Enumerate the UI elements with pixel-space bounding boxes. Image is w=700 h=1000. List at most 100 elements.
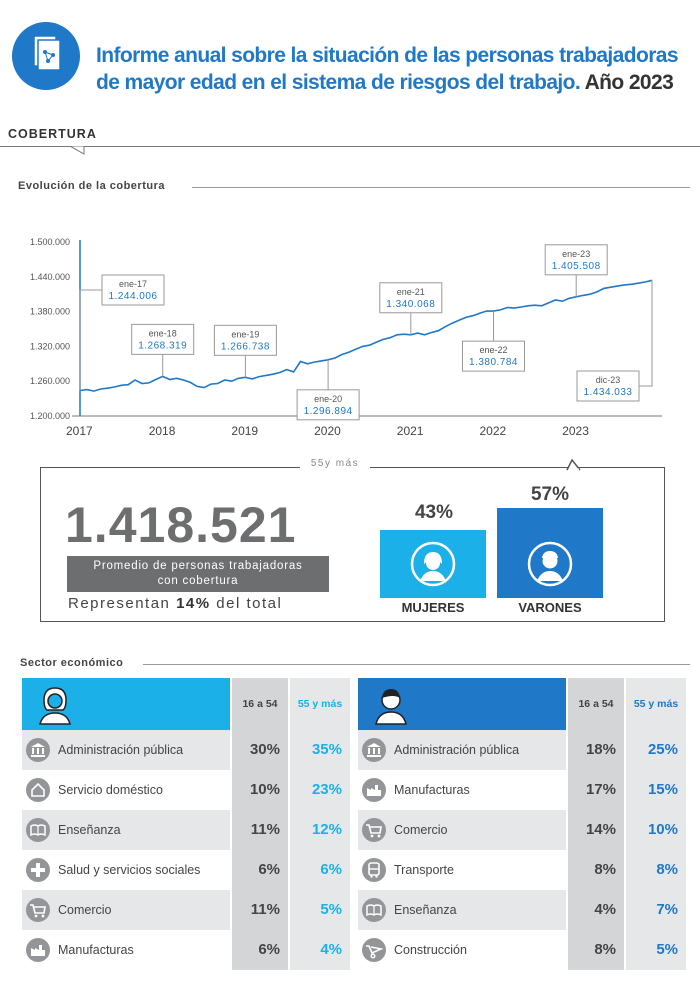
annotation-leader: [639, 280, 653, 387]
annotation-month: dic-23: [596, 375, 621, 385]
women-box: [380, 530, 486, 598]
annotation-month: ene-20: [314, 394, 342, 404]
men-label: VARONES: [518, 600, 582, 615]
annotation-month: ene-22: [479, 345, 507, 355]
annotation-leader: [79, 289, 102, 391]
y-tick-label: 1.260.000: [30, 376, 70, 386]
value-16-54: 8%: [568, 850, 624, 890]
annotation-box: [544, 244, 608, 276]
row-background: [358, 810, 566, 850]
factory-icon: [362, 778, 386, 802]
value-55-plus: 35%: [290, 730, 350, 770]
value-55-plus: 6%: [290, 850, 350, 890]
value-16-54: 18%: [568, 730, 624, 770]
row-background: [22, 850, 230, 890]
x-tick-label: 2019: [231, 424, 258, 438]
age-group-tag: 55y más: [300, 458, 370, 469]
share-of-total-text: Representan 14% del total: [68, 595, 283, 612]
y-tick-label: 1.440.000: [30, 272, 70, 282]
sector-label: Administración pública: [394, 743, 520, 757]
x-tick-label: 2023: [562, 424, 589, 438]
report-document-icon: [12, 22, 80, 90]
value-16-54: 11%: [232, 810, 288, 850]
annotation-value: 1.296.894: [304, 406, 353, 417]
y-tick-label: 1.380.000: [30, 307, 70, 317]
row-background: [22, 930, 230, 970]
sector-label: Administración pública: [58, 743, 184, 757]
annotation-month: ene-17: [119, 279, 147, 289]
health-cross-icon: [26, 858, 50, 882]
table-row: Administración pública 18% 25%: [358, 730, 686, 770]
value-55-plus: 25%: [626, 730, 686, 770]
table-row: Administración pública 30% 35%: [22, 730, 350, 770]
annotation-value: 1.340.068: [386, 299, 435, 310]
government-building-icon: [362, 738, 386, 762]
table-row: Comercio 11% 5%: [22, 890, 350, 930]
sector-label: Manufacturas: [58, 943, 134, 957]
sector-label: Enseñanza: [58, 823, 121, 837]
annotation-month: ene-21: [397, 287, 425, 297]
table-row: Manufacturas 6% 4%: [22, 930, 350, 970]
value-16-54: 4%: [568, 890, 624, 930]
men-percent: 57%: [530, 484, 570, 505]
row-background: [22, 810, 230, 850]
women-label: MUJERES: [401, 600, 465, 615]
value-16-54: 11%: [232, 890, 288, 930]
sector-label: Enseñanza: [394, 903, 457, 917]
section-title-cobertura: COBERTURA: [8, 127, 97, 141]
men-box: [497, 508, 603, 598]
annotation-value: 1.434.033: [584, 387, 633, 398]
value-16-54: 6%: [232, 930, 288, 970]
value-16-54: 8%: [568, 930, 624, 970]
chart-title-rule: [192, 187, 690, 188]
value-16-54: 10%: [232, 770, 288, 810]
value-55-plus: 5%: [290, 890, 350, 930]
x-tick-label: 2017: [66, 424, 93, 438]
table-row: Manufacturas 17% 15%: [358, 770, 686, 810]
y-tick-label: 1.200.000: [30, 411, 70, 421]
page-title: Informe anual sobre la situación de las …: [96, 44, 679, 94]
shopping-cart-icon: [362, 818, 386, 842]
book-icon: [26, 818, 50, 842]
annotation-box: [296, 389, 360, 421]
section-divider: [0, 146, 700, 147]
man-icon: [375, 689, 407, 725]
table-row: Construcción 8% 5%: [358, 930, 686, 970]
annotation-value: 1.380.784: [469, 357, 518, 368]
value-16-54: 30%: [232, 730, 288, 770]
speech-tail-icon: [566, 459, 581, 471]
annotation-box: [461, 340, 525, 372]
men-sector-table: 16 a 54 55 y más Administración pública …: [358, 678, 686, 970]
y-tick-label: 1.320.000: [30, 341, 70, 351]
annotation-box: [576, 370, 640, 402]
sector-label: Manufacturas: [394, 783, 470, 797]
row-background: [358, 930, 566, 970]
table-row: Servicio doméstico 10% 23%: [22, 770, 350, 810]
sector-label: Comercio: [394, 823, 448, 837]
row-background: [22, 770, 230, 810]
women-col-55-plus: 55 y más: [290, 678, 350, 730]
woman-icon: [39, 687, 71, 725]
sector-label: Transporte: [394, 863, 454, 877]
x-tick-label: 2020: [314, 424, 341, 438]
annotation-box: [101, 274, 165, 306]
annotation-box: [131, 323, 195, 355]
book-icon: [362, 898, 386, 922]
sector-label: Construcción: [394, 943, 467, 957]
women-col-16-54: 16 a 54: [232, 678, 288, 730]
men-col-16-54: 16 a 54: [568, 678, 624, 730]
coverage-line-chart: 1.200.000 1.260.000 1.320.000 1.380.000 1.44…: [30, 237, 662, 438]
annotation-value: 1.266.738: [221, 341, 270, 352]
row-background: [358, 890, 566, 930]
value-55-plus: 4%: [290, 930, 350, 970]
chart-title: Evolución de la cobertura: [18, 180, 165, 192]
annotation-month: ene-19: [231, 329, 259, 339]
value-55-plus: 8%: [626, 850, 686, 890]
bus-icon: [362, 858, 386, 882]
value-55-plus: 12%: [290, 810, 350, 850]
men-table-header: 16 a 54 55 y más: [358, 678, 686, 730]
women-percent: 43%: [414, 502, 454, 523]
x-tick-label: 2018: [149, 424, 176, 438]
value-55-plus: 23%: [290, 770, 350, 810]
annotation-value: 1.268.319: [138, 340, 187, 351]
